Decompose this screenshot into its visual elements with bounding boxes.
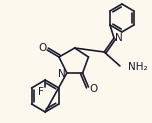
- Text: O: O: [38, 43, 46, 53]
- Text: NH₂: NH₂: [128, 62, 147, 72]
- Text: N: N: [58, 69, 66, 79]
- Text: O: O: [89, 84, 98, 94]
- Text: F: F: [38, 87, 44, 97]
- Text: N: N: [115, 33, 123, 43]
